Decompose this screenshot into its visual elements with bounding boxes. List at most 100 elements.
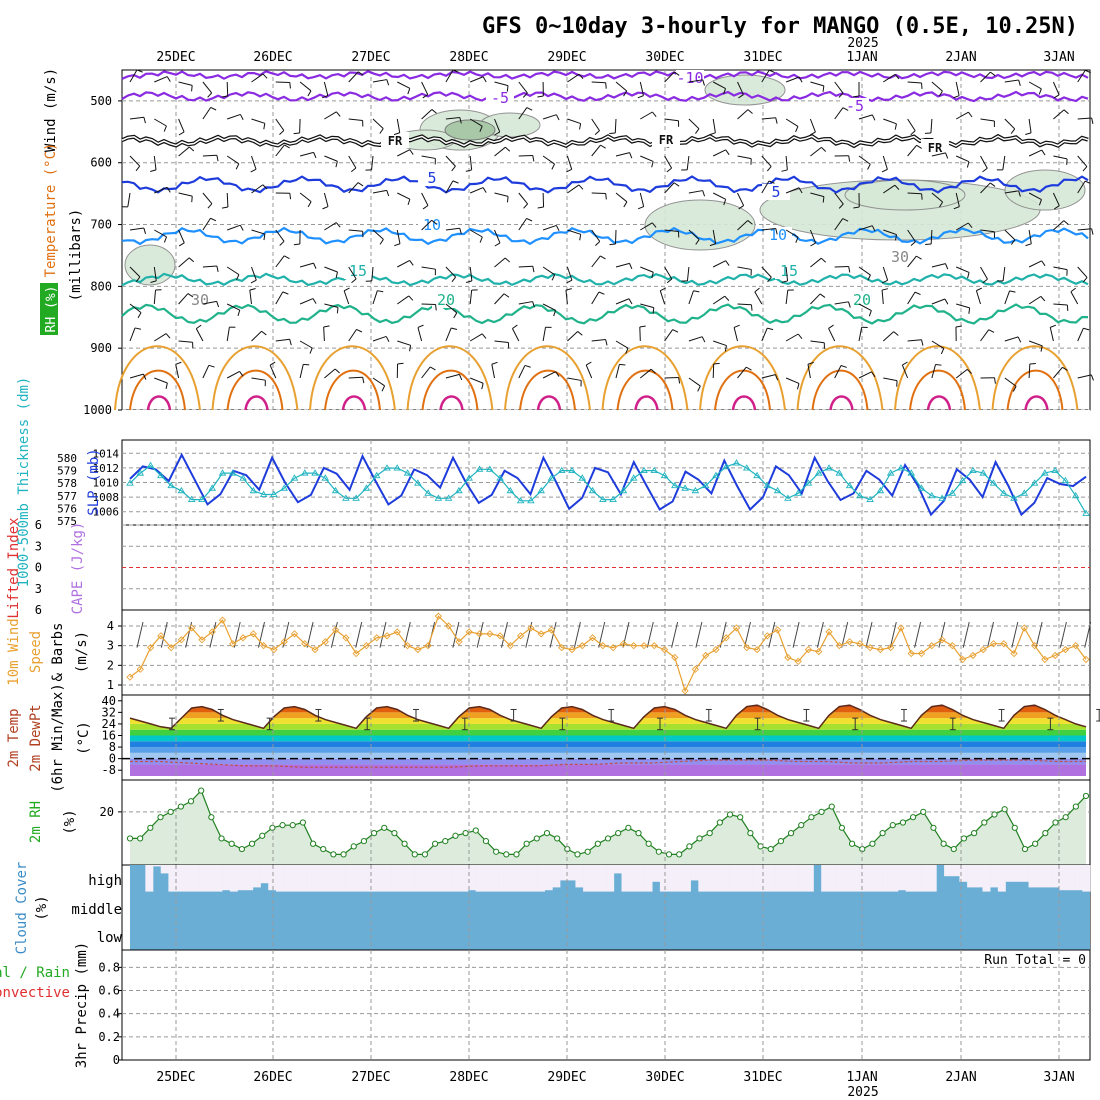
wind-barb-flag <box>916 144 922 149</box>
wind-barb-flag <box>701 336 706 343</box>
wind-barb <box>178 192 193 197</box>
wind-barb <box>883 73 896 83</box>
contour-label-bg <box>652 131 680 147</box>
thickness-point <box>485 465 494 472</box>
wind-barb <box>858 371 872 379</box>
wind10m-barb <box>160 621 168 648</box>
wind-barb <box>1028 149 1042 157</box>
wind10m-speed-point <box>239 634 247 642</box>
wind-barb-flag <box>619 363 626 366</box>
cloud-high-bar <box>736 865 745 892</box>
thickness-tick-label: 577 <box>57 490 77 503</box>
wind-barb <box>348 155 357 169</box>
rh-point <box>574 851 581 858</box>
wind-barb <box>251 229 266 235</box>
cloud-high-bar <box>782 865 791 892</box>
wind-barb-flag <box>902 361 908 366</box>
wind-barb-flag <box>709 132 716 136</box>
rh-point <box>432 840 439 847</box>
rh-point <box>289 822 296 829</box>
wind-barb <box>931 298 946 305</box>
wind-barb <box>615 81 628 92</box>
wind10m-speed-point <box>475 630 484 638</box>
wind-barb-flag <box>585 361 592 366</box>
wind10m-speed-point <box>671 653 679 662</box>
temp-band <box>130 747 1086 753</box>
wind10m-speed-point <box>352 649 360 658</box>
wind-barb <box>129 303 142 314</box>
wind10m-speed-point <box>732 624 741 632</box>
wind-barb <box>591 229 601 242</box>
contour-label: -5 <box>846 97 864 115</box>
contour-label-bg <box>381 132 409 148</box>
thickness-point <box>825 464 833 471</box>
wind10m-speed-point <box>311 645 319 654</box>
wind-barb <box>712 81 726 90</box>
wind-barb-flag <box>526 107 533 111</box>
thickness-point <box>753 471 761 479</box>
wind-barb <box>372 335 387 342</box>
top-date-label: 3JAN <box>1043 50 1074 65</box>
wind10m-speed-point <box>866 643 874 652</box>
rh-point <box>1082 792 1090 800</box>
wind-barb <box>1053 155 1068 160</box>
wind-barb <box>542 266 555 276</box>
temp-band <box>130 764 1086 776</box>
contour-label: -5 <box>491 89 509 107</box>
thickness-tick-label: 579 <box>57 465 77 478</box>
wind10m-speed-point <box>979 645 987 654</box>
isotherm-35 <box>341 395 367 411</box>
thickness-point <box>578 474 587 481</box>
wind-barb <box>640 303 654 309</box>
wind-barb-flag <box>178 242 185 247</box>
rh-point <box>686 843 693 850</box>
wind-barb <box>688 190 703 194</box>
rh-shading <box>1004 169 1086 211</box>
wind-barb <box>980 266 988 280</box>
thickness-point <box>928 491 936 499</box>
wind-barb-flag <box>1012 385 1017 392</box>
wind-barb <box>688 336 703 342</box>
wind-barb <box>591 144 601 157</box>
thickness-tick-label: 580 <box>57 452 77 465</box>
isotherm-25 <box>114 345 201 411</box>
year-label-top: 2025 <box>847 36 878 51</box>
wind-barb <box>566 155 573 170</box>
wind-barb <box>417 327 423 342</box>
wind-barb-flag <box>810 242 816 247</box>
wind-barb-flag <box>532 301 535 308</box>
temp-band <box>130 735 1086 742</box>
bottom-date-label: 1JAN <box>846 1070 877 1085</box>
wind10m-speed-point <box>948 642 957 650</box>
wind-barb <box>733 327 738 342</box>
wind-barb <box>761 117 776 120</box>
wind10m-speed-point <box>845 638 854 646</box>
temp-band <box>130 741 1086 748</box>
cloud-high-bar <box>667 865 676 892</box>
temp-band <box>130 723 1086 730</box>
thickness-point <box>640 466 648 474</box>
wind10m-speed-point <box>660 645 669 654</box>
wind-barb-flag <box>237 309 241 317</box>
cloud-high-bar <box>514 865 522 892</box>
wind-barb-flag <box>725 260 730 266</box>
cloud-high-bar <box>206 865 215 892</box>
wind-barb-flag <box>578 184 584 190</box>
rh-point <box>971 830 978 837</box>
wind-barb-flag <box>356 328 363 333</box>
temp-band <box>130 752 1086 759</box>
wind-barb <box>323 326 325 342</box>
wind-barb-flag <box>968 111 973 118</box>
rh-point <box>625 824 632 831</box>
wind-barb <box>469 118 483 127</box>
wind10m-speed-point <box>434 612 443 620</box>
contour-label-bg <box>432 292 460 308</box>
wind-barb <box>785 333 799 342</box>
cloud-high-bar <box>652 865 661 882</box>
thickness-point <box>845 481 854 489</box>
wind-barb <box>226 370 240 379</box>
wind10m-speed-point <box>722 634 730 642</box>
wind-barb <box>154 377 168 384</box>
cloud-high-bar <box>921 865 930 892</box>
wind-barb-flag <box>723 88 727 95</box>
